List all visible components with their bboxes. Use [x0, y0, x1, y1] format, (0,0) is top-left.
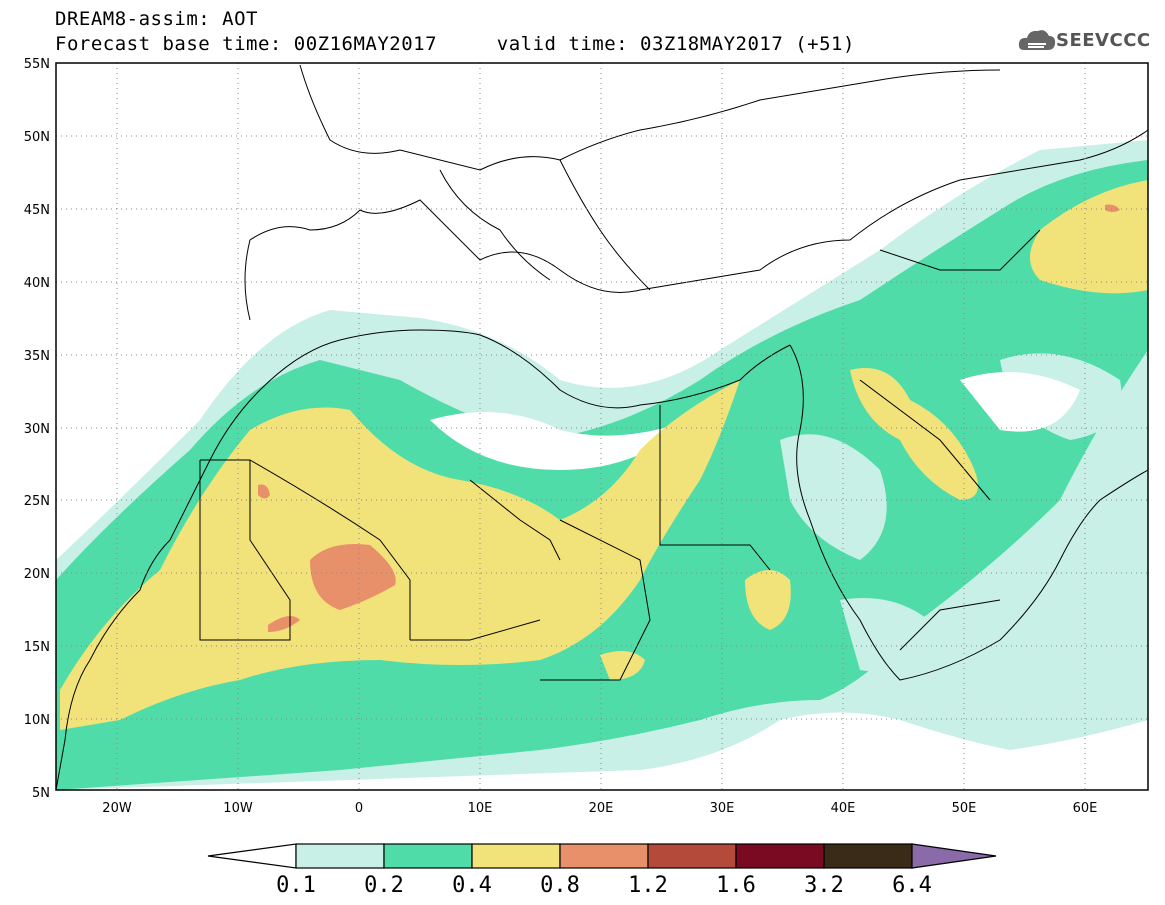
colorbar-swatch: [383, 843, 473, 869]
graticule: [56, 63, 1148, 790]
colorbar-label: 3.2: [804, 873, 844, 898]
aot-band-0.8: [310, 544, 396, 610]
aot-band-0.8: [268, 616, 300, 632]
lat-labels: 55N 50N 45N 40N 35N 30N 25N 20N 15N 10N …: [24, 57, 50, 801]
aot-band-0.8: [258, 484, 270, 499]
lat-tick-label: 50N: [24, 130, 50, 145]
aot-below-threshold: [960, 372, 1080, 432]
lon-tick-label: 20W: [102, 801, 132, 816]
colorbar-label: 0.2: [364, 873, 404, 898]
lat-tick-label: 35N: [24, 349, 50, 364]
lon-tick-label: 40E: [831, 801, 856, 816]
lat-tick-label: 15N: [24, 640, 50, 655]
colorbar: 0.1 0.2 0.4 0.8 1.2 1.6 3.2 6.4: [207, 843, 997, 898]
lat-tick-label: 55N: [24, 57, 50, 72]
colorbar-label: 0.4: [452, 873, 492, 898]
aot-band-0.4: [600, 651, 645, 680]
map-title: DREAM8-assim: AOT: [55, 8, 258, 30]
lat-tick-label: 30N: [24, 422, 50, 437]
colorbar-under-arrow: [207, 843, 297, 869]
colorbar-label: 6.4: [892, 873, 932, 898]
aot-band-0.4: [60, 380, 740, 730]
forecast-time-line: Forecast base time: 00Z16MAY2017 valid t…: [55, 33, 855, 55]
logo-text: SEEVCCC: [1056, 30, 1151, 51]
base-time-label: Forecast base time: 00Z16MAY2017: [55, 33, 438, 55]
aot-below-threshold: [430, 412, 690, 470]
lat-tick-label: 25N: [24, 494, 50, 509]
lat-tick-label: 40N: [24, 276, 50, 291]
lat-tick-label: 20N: [24, 567, 50, 582]
lon-tick-label: 0: [355, 801, 363, 816]
colorbar-label: 0.1: [276, 873, 316, 898]
lon-tick-label: 50E: [952, 801, 977, 816]
aot-band-0.1: [840, 598, 940, 672]
aot-band-0.1: [780, 434, 887, 560]
aot-band-0.4: [850, 368, 978, 500]
lat-tick-label: 10N: [24, 713, 50, 728]
colorbar-swatch: [559, 843, 649, 869]
colorbar-label: 0.8: [540, 873, 580, 898]
coastlines: [56, 64, 1148, 790]
lon-tick-label: 30E: [710, 801, 735, 816]
lon-tick-label: 20E: [589, 801, 614, 816]
colorbar-label: 1.6: [716, 873, 756, 898]
colorbar-swatch: [647, 843, 737, 869]
lon-tick-label: 60E: [1073, 801, 1098, 816]
lat-tick-label: 45N: [24, 203, 50, 218]
lat-tick-label: 5N: [32, 786, 50, 801]
lon-tick-label: 10E: [468, 801, 493, 816]
colorbar-label: 1.2: [628, 873, 668, 898]
valid-time-label: valid time: 03Z18MAY2017 (+51): [496, 33, 855, 55]
aot-band-0.8: [1105, 204, 1120, 212]
map-frame: [55, 62, 1149, 791]
aot-band-0.4: [745, 570, 791, 630]
colorbar-swatch: [735, 843, 825, 869]
lon-labels: 20W 10W 0 10E 20E 30E 40E 50E 60E: [102, 801, 1097, 816]
cloud-logo-icon: [1018, 30, 1056, 50]
colorbar-over-arrow: [911, 843, 997, 869]
colorbar-swatch: [823, 843, 913, 869]
aot-contours: [56, 140, 1148, 790]
colorbar-swatch: [295, 843, 385, 869]
lon-tick-label: 10W: [223, 801, 253, 816]
colorbar-swatch: [471, 843, 561, 869]
